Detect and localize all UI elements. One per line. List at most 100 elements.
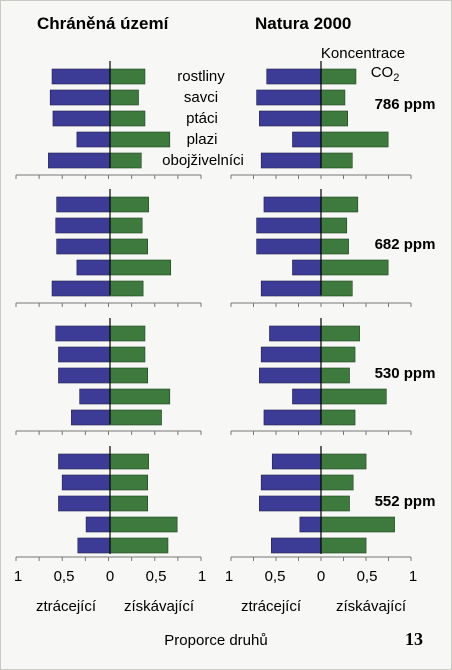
bar-gain-ptáci	[320, 110, 348, 127]
bar-gain-savci	[320, 217, 348, 234]
bar-loss-rostliny	[56, 196, 111, 213]
bar-loss-obojživelníci	[51, 280, 111, 297]
tick-label: 0,5	[357, 568, 378, 585]
bar-loss-ptáci	[58, 367, 111, 384]
scenario-label: 786 ppm	[375, 96, 436, 113]
bar-loss-obojživelníci	[48, 152, 111, 169]
chart-panels: 786 ppm 682 ppm 530 ppm 552 ppm	[48, 61, 435, 554]
bar-gain-savci	[320, 89, 346, 106]
tick-label: 0	[317, 568, 325, 585]
co2-header-line1: Koncentrace	[321, 45, 405, 62]
gain-label-left: získávající	[124, 598, 195, 615]
bar-gain-ptáci	[109, 367, 149, 384]
bar-gain-obojživelníci	[320, 152, 353, 169]
scenario-label: 552 ppm	[375, 493, 436, 510]
bar-gain-obojživelníci	[109, 409, 162, 426]
bar-loss-plazi	[292, 131, 322, 148]
header-protected-areas: Chráněná území	[37, 14, 170, 33]
bar-gain-obojživelníci	[320, 409, 356, 426]
bar-gain-rostliny	[109, 325, 146, 342]
bar-loss-savci	[260, 474, 322, 491]
bar-loss-plazi	[79, 388, 111, 405]
panel-530-ppm-protected	[55, 318, 171, 426]
bar-loss-ptáci	[56, 238, 111, 255]
bar-gain-obojživelníci	[109, 537, 169, 554]
x-axis-title: Proporce druhů	[164, 632, 267, 649]
species-label-obojživelníci: obojživelníci	[162, 152, 244, 169]
scenario-label: 530 ppm	[375, 365, 436, 382]
bar-gain-plazi	[109, 259, 172, 276]
bar-gain-plazi	[320, 259, 389, 276]
bar-loss-rostliny	[269, 325, 322, 342]
bar-loss-plazi	[76, 131, 111, 148]
bar-gain-plazi	[320, 388, 387, 405]
bar-loss-savci	[58, 346, 111, 363]
tick-label: 1	[14, 568, 22, 585]
bar-loss-savci	[256, 89, 322, 106]
bar-loss-plazi	[292, 388, 322, 405]
bar-loss-rostliny	[266, 68, 322, 85]
panel-530-ppm-natura: 530 ppm	[259, 318, 436, 426]
bar-loss-obojživelníci	[71, 409, 111, 426]
panel-552-ppm-natura: 552 ppm	[259, 446, 435, 554]
bar-gain-plazi	[320, 516, 395, 533]
bar-loss-plazi	[76, 259, 111, 276]
tick-label: 1	[198, 568, 206, 585]
bar-loss-savci	[61, 474, 111, 491]
species-label-rostliny: rostliny	[177, 68, 225, 85]
bar-loss-ptáci	[259, 110, 322, 127]
bar-loss-obojživelníci	[260, 280, 322, 297]
bar-gain-rostliny	[109, 453, 149, 470]
co2-text: CO	[371, 64, 394, 81]
bar-loss-obojživelníci	[260, 152, 322, 169]
bar-gain-obojživelníci	[109, 280, 144, 297]
scenario-label: 682 ppm	[375, 236, 436, 253]
bar-gain-rostliny	[109, 196, 149, 213]
bar-loss-rostliny	[263, 196, 322, 213]
bar-gain-ptáci	[320, 238, 349, 255]
bar-loss-obojživelníci	[263, 409, 322, 426]
tick-label: 1	[225, 568, 233, 585]
bar-gain-rostliny	[109, 68, 146, 85]
bar-loss-rostliny	[51, 68, 111, 85]
bar-gain-plazi	[320, 131, 389, 148]
bar-loss-rostliny	[55, 325, 111, 342]
bar-gain-rostliny	[320, 68, 357, 85]
bar-gain-obojživelníci	[320, 280, 353, 297]
bar-gain-ptáci	[320, 367, 350, 384]
species-label-plazi: plazi	[187, 131, 218, 148]
page-number: 13	[405, 629, 423, 649]
bar-gain-plazi	[109, 516, 178, 533]
bar-gain-ptáci	[109, 238, 149, 255]
bar-loss-ptáci	[259, 367, 322, 384]
panel-682-ppm-natura: 682 ppm	[256, 189, 436, 297]
species-label-ptáci: ptáci	[186, 110, 218, 127]
bar-loss-obojživelníci	[77, 537, 111, 554]
bar-loss-ptáci	[259, 495, 322, 512]
tick-label: 0,5	[265, 568, 286, 585]
bar-gain-savci	[109, 217, 143, 234]
bar-loss-ptáci	[52, 110, 111, 127]
bar-loss-plazi	[299, 516, 322, 533]
bar-gain-ptáci	[109, 495, 149, 512]
species-labels: rostliny savci ptáci plazi obojživelníci	[162, 68, 244, 169]
header-natura-2000: Natura 2000	[255, 14, 351, 33]
bar-loss-plazi	[292, 259, 322, 276]
bar-loss-plazi	[85, 516, 111, 533]
panel-682-ppm-protected	[51, 189, 172, 297]
tick-label: 0,5	[146, 568, 167, 585]
bar-gain-obojživelníci	[109, 152, 142, 169]
bar-gain-savci	[109, 474, 149, 491]
tick-label: 0	[106, 568, 114, 585]
bar-gain-obojživelníci	[320, 537, 367, 554]
species-label-savci: savci	[184, 89, 218, 106]
bar-gain-savci	[109, 89, 139, 106]
panel-786-ppm-protected	[48, 61, 171, 169]
gain-label-right: získávající	[336, 598, 407, 615]
bar-loss-ptáci	[256, 238, 322, 255]
bar-loss-savci	[49, 89, 111, 106]
bar-loss-savci	[260, 346, 322, 363]
bar-gain-savci	[109, 346, 146, 363]
tick-label: 1	[409, 568, 417, 585]
